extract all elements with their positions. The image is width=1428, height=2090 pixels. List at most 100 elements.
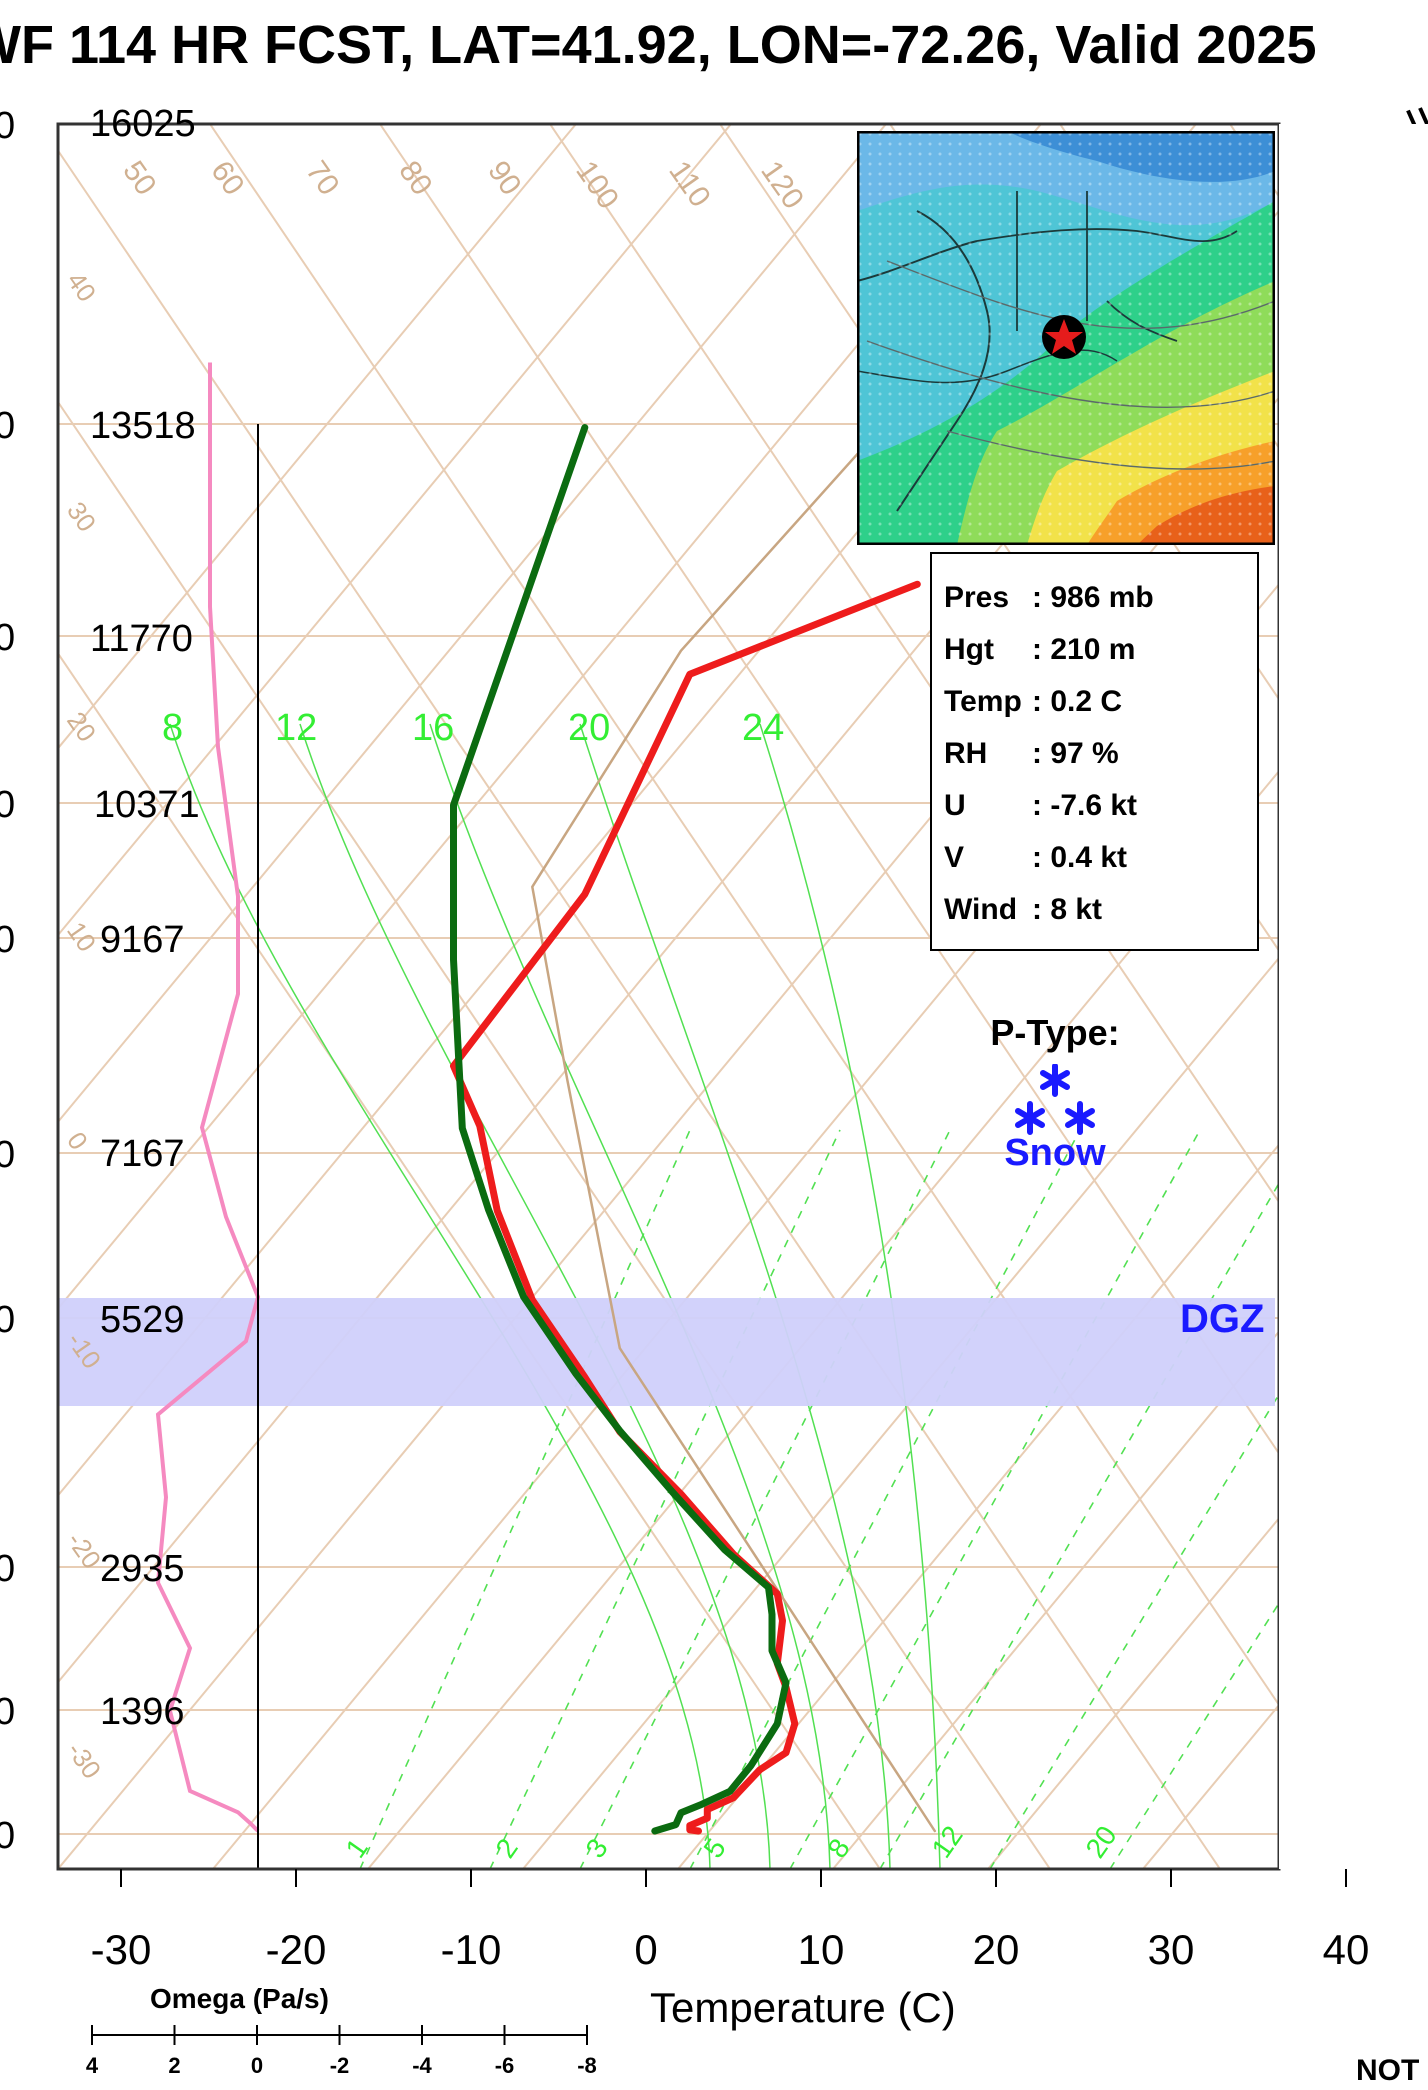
x-tick-label: 40 bbox=[1323, 1926, 1370, 1973]
mixing-ratio-label: 3 bbox=[580, 1833, 614, 1864]
height-label: 13518 bbox=[90, 405, 196, 447]
omega-tick-label: 0 bbox=[251, 2053, 263, 2078]
precip-type-panel: P-Type: Snow bbox=[960, 1012, 1150, 1175]
pressure-label: 0 bbox=[0, 919, 15, 961]
profile-lines bbox=[155, 362, 937, 1835]
left-isotherm-label: 40 bbox=[61, 266, 102, 307]
x-tick-label: 30 bbox=[1148, 1926, 1195, 1973]
mixing-ratio-line bbox=[579, 1129, 951, 1869]
adiabat-label: 24 bbox=[742, 707, 784, 749]
height-label: 2935 bbox=[100, 1548, 185, 1590]
chart-title: WF 114 HR FCST, LAT=41.92, LON=-72.26, V… bbox=[0, 15, 1317, 75]
omega-line bbox=[155, 362, 261, 1833]
omega-tick-label: -2 bbox=[330, 2053, 350, 2078]
x-tick-label: 20 bbox=[973, 1926, 1020, 1973]
x-tick-label: -10 bbox=[441, 1926, 502, 1973]
adiabat-label: 20 bbox=[568, 707, 610, 749]
star-icon bbox=[1045, 319, 1083, 354]
moist-adiabat-line bbox=[169, 723, 711, 1869]
x-tick-label: -20 bbox=[266, 1926, 327, 1973]
pressure-label: 0 bbox=[0, 1815, 15, 1857]
parcel-line bbox=[531, 434, 937, 1833]
mixing-ratio-label: 20 bbox=[1080, 1820, 1123, 1863]
adiabat-label: 16 bbox=[412, 707, 454, 749]
height-label: 10371 bbox=[94, 784, 200, 826]
pressure-label: 0 bbox=[0, 105, 15, 147]
isotherm-line bbox=[832, 1329, 1279, 1869]
x-tick-label: -30 bbox=[91, 1926, 152, 1973]
mixing-ratio-line bbox=[489, 1129, 841, 1869]
pressure-label: 0 bbox=[0, 784, 15, 826]
info-row-rh: RH: 97 % bbox=[944, 737, 1119, 770]
isotherm-label: 70 bbox=[299, 155, 345, 201]
isotherm-label: 110 bbox=[662, 155, 716, 213]
height-label: 9167 bbox=[100, 919, 185, 961]
x-axis-label: Temperature (C) bbox=[650, 1984, 956, 2031]
isotherm-label: 80 bbox=[392, 155, 438, 201]
mixing-ratio-line bbox=[989, 1392, 1279, 1869]
adiabat-label: 8 bbox=[162, 707, 183, 749]
isotherm-line bbox=[367, 769, 1279, 1869]
dry-adiabat-line bbox=[379, 124, 1279, 1456]
isotherm-line bbox=[677, 1143, 1279, 1869]
note-label: NOT bbox=[1356, 2054, 1420, 2087]
dgz-label: DGZ bbox=[1180, 1297, 1264, 1341]
info-row-temp: Temp: 0.2 C bbox=[944, 685, 1123, 718]
isotherm-line bbox=[58, 124, 732, 937]
left-isotherm-label: -30 bbox=[61, 1736, 107, 1784]
omega-axis-label: Omega (Pa/s) bbox=[150, 1983, 329, 2014]
dry-adiabat-line bbox=[58, 148, 1221, 1869]
info-row-wind: Wind: 8 kt bbox=[944, 893, 1103, 926]
left-isotherm-label: 30 bbox=[61, 496, 102, 537]
mixing-ratio-label: 5 bbox=[698, 1833, 732, 1864]
dry-adiabat-line bbox=[209, 124, 1279, 1707]
x-tick-label: 0 bbox=[634, 1926, 657, 1973]
pressure-label: 0 bbox=[0, 1299, 15, 1341]
left-isotherm-label: 20 bbox=[61, 706, 102, 747]
mixing-ratio-label: 2 bbox=[490, 1833, 524, 1864]
pressure-label: 0 bbox=[0, 405, 15, 447]
isotherm-line bbox=[987, 1516, 1279, 1869]
omega-tick-label: 2 bbox=[168, 2053, 180, 2078]
mixing-ratio-line bbox=[359, 1129, 691, 1869]
left-isotherm-label: 0 bbox=[61, 1126, 94, 1155]
omega-tick-label: 4 bbox=[86, 2053, 99, 2078]
mixing-ratio-line bbox=[689, 1129, 1081, 1869]
mixing-ratio-line bbox=[879, 1181, 1279, 1869]
info-row-u: U: -7.6 kt bbox=[944, 789, 1138, 822]
adiabat-label: 12 bbox=[275, 707, 317, 749]
isotherm-label: 50 bbox=[116, 155, 162, 201]
mixing-ratio-line bbox=[789, 1129, 1201, 1869]
mixing-ratio-label: 8 bbox=[822, 1833, 856, 1864]
background-grid bbox=[58, 124, 1279, 1869]
dry-adiabat-line bbox=[58, 651, 881, 1869]
info-row-v: V: 0.4 kt bbox=[944, 841, 1128, 874]
info-row-hgt: Hgt: 210 m bbox=[944, 633, 1136, 666]
height-label: 16025 bbox=[90, 103, 196, 145]
isotherm-line bbox=[58, 124, 1042, 1311]
mixing-ratio-label: 1 bbox=[340, 1833, 374, 1864]
dewpoint-line bbox=[450, 424, 790, 1835]
dgz-band bbox=[58, 1298, 1275, 1406]
moist-adiabat-line bbox=[429, 723, 831, 1869]
height-label: 11770 bbox=[90, 618, 193, 660]
omega-tick-label: -8 bbox=[577, 2053, 597, 2078]
mixing-ratio-line bbox=[1109, 1601, 1279, 1869]
temperature-line bbox=[450, 580, 921, 1835]
pressure-label: 0 bbox=[0, 1548, 15, 1590]
isotherm-line bbox=[58, 124, 577, 750]
height-label: 5529 bbox=[100, 1299, 185, 1341]
omega-tick-label: -6 bbox=[495, 2053, 515, 2078]
map-inset bbox=[856, 130, 1276, 550]
ptype-title: P-Type: bbox=[990, 1012, 1120, 1053]
right-margin bbox=[1279, 124, 1428, 1869]
isotherm-line bbox=[58, 124, 887, 1124]
isotherm-label: 90 bbox=[481, 155, 527, 201]
height-label: 1396 bbox=[100, 1691, 185, 1733]
pressure-label: 0 bbox=[0, 1691, 15, 1733]
isotherm-line bbox=[212, 582, 1279, 1869]
x-tick-label: 10 bbox=[798, 1926, 845, 1973]
height-label: 7167 bbox=[100, 1133, 185, 1175]
dry-adiabat-line bbox=[549, 124, 1279, 1204]
ptype-value: Snow bbox=[1004, 1132, 1106, 1174]
